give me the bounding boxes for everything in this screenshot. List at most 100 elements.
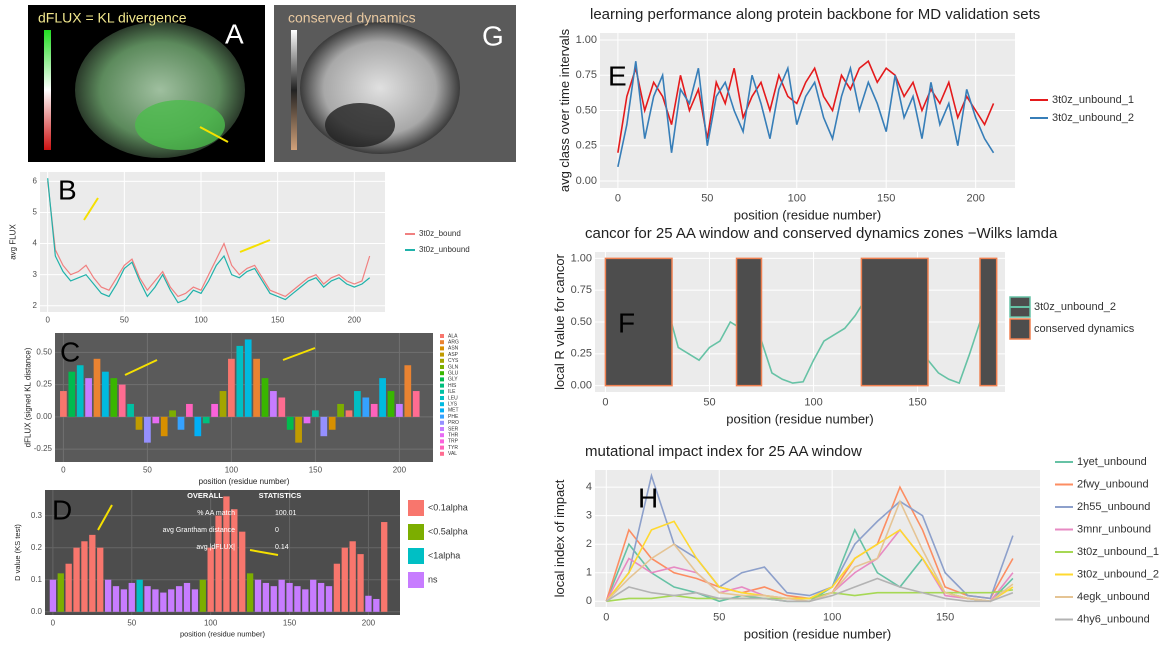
zone	[980, 258, 997, 385]
bar	[342, 548, 348, 612]
image-caption: dFLUX = KL divergence	[38, 10, 187, 26]
x-tick-label: 200	[348, 316, 362, 325]
legend-swatch	[1010, 319, 1030, 339]
y-tick-label: 0.25	[571, 348, 592, 360]
legend-swatch	[440, 340, 444, 344]
y-tick-label: 0.25	[36, 380, 52, 389]
legend-swatch	[440, 408, 444, 412]
legend-label: CYS	[448, 358, 459, 364]
x-tick-label: 150	[877, 193, 895, 205]
y-axis-title: avg class over time intervals	[557, 28, 572, 192]
bar	[396, 404, 403, 417]
bar	[373, 599, 379, 612]
y-tick-label: 6	[33, 176, 38, 185]
bar	[194, 417, 201, 436]
bar	[102, 372, 109, 417]
bar	[302, 589, 308, 611]
bar	[144, 586, 150, 612]
x-tick-label: 150	[309, 466, 323, 475]
x-tick-label: 100	[194, 316, 208, 325]
bar	[127, 404, 134, 417]
legend-label: SER	[448, 426, 459, 432]
bar	[346, 410, 353, 416]
legend-label: HIS	[448, 383, 457, 389]
x-tick-label: 100	[225, 466, 239, 475]
bar	[318, 583, 324, 612]
y-tick-label: 0.50	[576, 104, 597, 116]
bar	[119, 385, 126, 417]
x-tick-label: 150	[908, 397, 926, 409]
bar	[337, 404, 344, 417]
x-axis-title: position (residue number)	[726, 411, 873, 426]
legend-label: 1yet_unbound	[1077, 456, 1147, 468]
y-tick-label: 3	[33, 270, 38, 279]
bar	[94, 359, 101, 417]
y-tick-label: 0.2	[31, 543, 43, 552]
bar	[186, 404, 193, 417]
y-tick-label: 0	[586, 595, 592, 607]
legend-label: LEU	[448, 395, 458, 401]
x-tick-label: 0	[603, 612, 609, 624]
legend-swatch	[440, 334, 444, 338]
x-tick-label: 200	[362, 619, 376, 628]
x-axis-title: position (residue number)	[734, 207, 881, 222]
stats-header: OVERALL	[187, 491, 223, 500]
bar	[228, 359, 235, 417]
y-tick-label: 1.00	[576, 34, 597, 46]
legend-swatch	[440, 439, 444, 443]
legend-label: 3t0z_unbound_2	[1077, 568, 1159, 580]
x-tick-label: 50	[120, 316, 129, 325]
colorbar	[44, 30, 51, 150]
x-tick-label: 150	[271, 316, 285, 325]
legend-label: 3mnr_unbound	[1077, 523, 1151, 535]
y-tick-label: 5	[33, 208, 38, 217]
bar	[58, 573, 64, 611]
y-tick-label: 0.00	[36, 412, 52, 421]
x-tick-label: 50	[701, 193, 713, 205]
legend-label: 4hy6_unbound	[1077, 613, 1150, 625]
bar	[365, 596, 371, 612]
bar	[334, 564, 340, 612]
bar	[295, 417, 302, 443]
bar	[270, 391, 277, 417]
chart-title: mutational impact index for 25 AA window	[585, 443, 862, 460]
bar	[231, 509, 237, 612]
bar	[137, 580, 143, 612]
y-tick-label: 2	[33, 301, 38, 310]
x-tick-label: 200	[966, 193, 984, 205]
legend-swatch	[440, 384, 444, 388]
y-tick-label: 0.0	[31, 607, 43, 616]
bar	[89, 535, 95, 612]
legend-swatch	[440, 402, 444, 406]
image-g: conserved dynamics G	[274, 5, 516, 162]
x-tick-label: 100	[788, 193, 806, 205]
y-tick-label: 1.00	[571, 252, 592, 264]
bar	[253, 359, 260, 417]
bar	[262, 378, 269, 417]
y-tick-label: 0.00	[576, 175, 597, 187]
x-tick-label: 50	[713, 612, 725, 624]
x-tick-label: 0	[51, 619, 56, 628]
bar	[144, 417, 151, 443]
y-axis-title: D value (KS test)	[13, 524, 22, 581]
bar	[105, 580, 111, 612]
legend-swatch	[440, 446, 444, 450]
legend-swatch	[408, 524, 424, 540]
legend-label: <0.1alpha	[428, 502, 468, 512]
bar	[66, 564, 72, 612]
legend-swatch	[440, 365, 444, 369]
bar	[239, 532, 245, 612]
x-axis-title: position (residue number)	[199, 477, 290, 486]
x-tick-label: 0	[61, 466, 66, 475]
x-tick-label: 0	[45, 316, 50, 325]
legend-swatch	[440, 452, 444, 456]
bar	[362, 398, 369, 417]
legend-label: ns	[428, 574, 438, 584]
plot-background	[40, 172, 385, 312]
legend-label: 2h55_unbound	[1077, 501, 1150, 513]
legend-swatch	[440, 433, 444, 437]
legend-label: ASN	[448, 346, 459, 352]
y-tick-label: 0.75	[571, 284, 592, 296]
bar	[279, 580, 285, 612]
x-tick-label: 0	[615, 193, 621, 205]
